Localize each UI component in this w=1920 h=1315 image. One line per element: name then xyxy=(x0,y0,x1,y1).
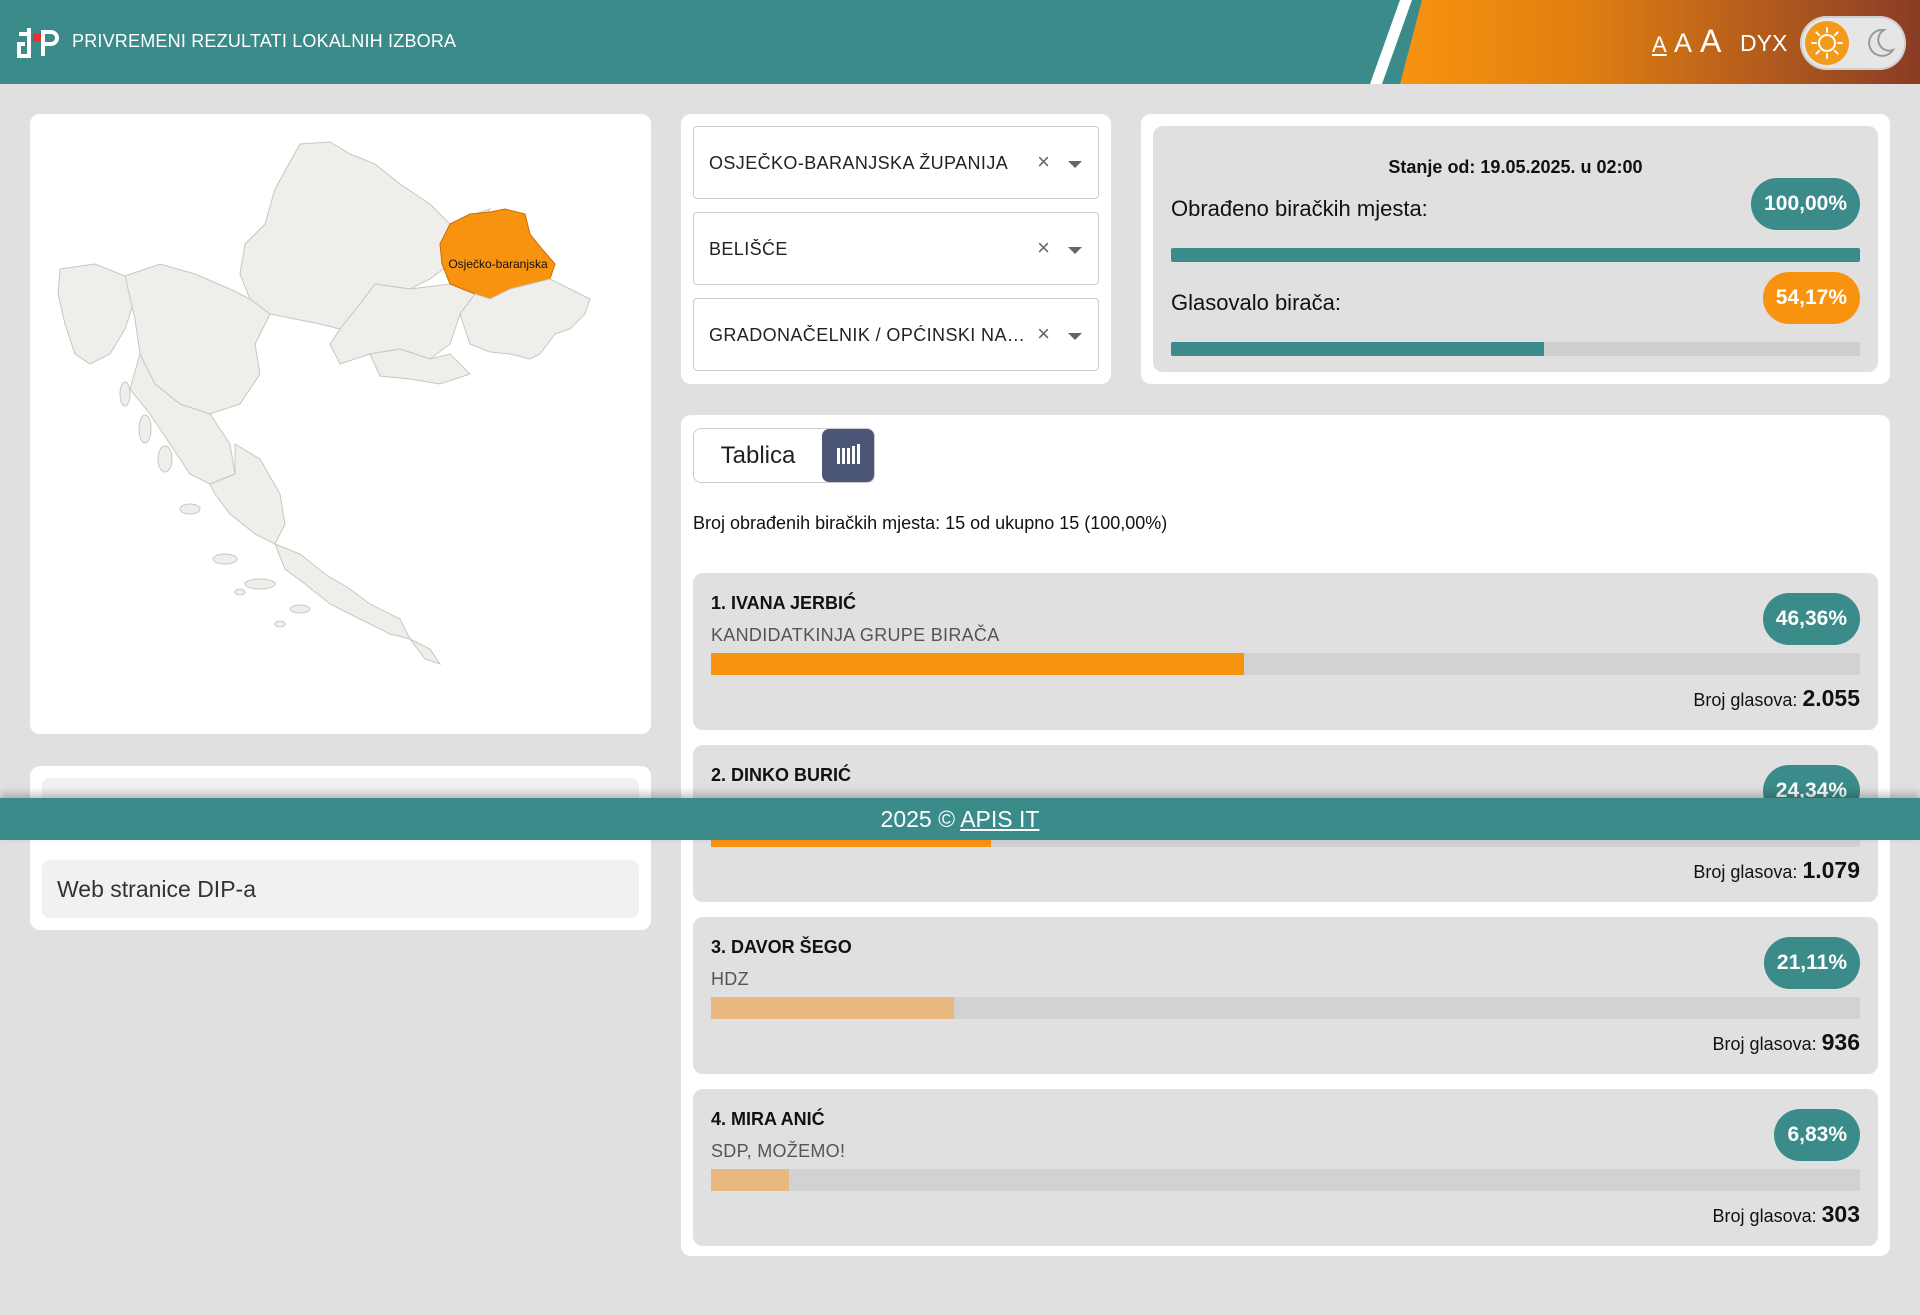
chevron-down-icon[interactable] xyxy=(1068,333,1082,340)
clear-election-icon[interactable]: × xyxy=(1037,321,1050,346)
election-select[interactable]: GRADONAČELNIK / OPĆINSKI NAČ... × xyxy=(693,298,1099,371)
filters-card: OSJEČKO-BARANJSKA ŽUPANIJA × BELIŠĆE × G… xyxy=(681,114,1111,384)
top-header: PRIVREMENI REZULTATI LOKALNIH IZBORA A A… xyxy=(0,0,1920,84)
dyslexia-font-button[interactable]: DYX xyxy=(1740,30,1788,56)
theme-toggle-knob xyxy=(1805,21,1849,65)
turnout-progress-bar xyxy=(1171,342,1860,356)
votes-label: Broj glasova: xyxy=(1693,862,1798,882)
font-size-large-button[interactable]: A xyxy=(1700,23,1722,59)
app-title: PRIVREMENI REZULTATI LOKALNIH IZBORA xyxy=(72,31,457,51)
turnout-label: Glasovalo birača: xyxy=(1171,290,1341,315)
chevron-down-icon[interactable] xyxy=(1068,161,1082,168)
candidate-card: 4. MIRA ANIĆ SDP, MOŽEMO! 6,83% Broj glasov… xyxy=(693,1089,1878,1246)
region-dubrovnik xyxy=(409,638,442,665)
island xyxy=(157,445,173,473)
region-dalmatia-central xyxy=(209,443,286,545)
island xyxy=(138,414,152,444)
font-size-medium-button[interactable]: A xyxy=(1674,28,1693,58)
municipality-select-value: BELIŠĆE xyxy=(709,239,788,259)
county-select[interactable]: OSJEČKO-BARANJSKA ŽUPANIJA × xyxy=(693,126,1099,199)
view-toggle: Tablica xyxy=(693,428,875,483)
region-slavonia-east xyxy=(369,348,471,385)
candidate-percent-badge: 6,83% xyxy=(1774,1109,1860,1161)
candidate-votes: Broj glasova: 2.055 xyxy=(1693,685,1860,712)
font-size-small-button[interactable]: A xyxy=(1652,32,1667,57)
county-select-value: OSJEČKO-BARANJSKA ŽUPANIJA xyxy=(709,153,1009,173)
dip-logo-icon[interactable] xyxy=(15,24,59,60)
candidate-name: 2. DINKO BURIĆ xyxy=(711,765,852,785)
candidate-party: KANDIDATKINJA GRUPE BIRAČA xyxy=(711,625,1000,645)
municipality-select[interactable]: BELIŠĆE × xyxy=(693,212,1099,285)
clear-municipality-icon[interactable]: × xyxy=(1037,235,1050,260)
status-timestamp: Stanje od: 19.05.2025. u 02:00 xyxy=(1388,157,1643,177)
candidate-card: 3. DAVOR ŠEGO HDZ 21,11% Broj glasova: 936 xyxy=(693,917,1878,1074)
map-region-label: Osječko-baranjska xyxy=(448,257,548,271)
votes-count: 303 xyxy=(1821,1201,1860,1227)
candidate-vote-bar-fill xyxy=(711,1169,790,1191)
candidate-vote-bar xyxy=(711,653,1860,675)
map-card: Osječko-baranjska xyxy=(30,114,651,734)
footer: 2025 © APIS IT xyxy=(0,798,1920,840)
candidate-card: 1. IVANA JERBIĆ KANDIDATKINJA GRUPE BIRAČ… xyxy=(693,573,1878,730)
election-select-value: GRADONAČELNIK / OPĆINSKI NAČ... xyxy=(709,325,1029,345)
region-dalmatia-south xyxy=(274,543,411,640)
status-card: Stanje od: 19.05.2025. u 02:00 Obrađeno … xyxy=(1141,114,1890,384)
turnout-progress-fill xyxy=(1171,342,1545,356)
links-card: Web stranice DIP-a xyxy=(30,766,651,930)
processed-progress-bar xyxy=(1171,248,1860,262)
region-istria xyxy=(57,263,136,365)
candidate-name: 1. IVANA JERBIĆ xyxy=(711,593,857,613)
chart-view-button[interactable] xyxy=(822,429,874,482)
candidate-votes: Broj glasova: 1.079 xyxy=(1693,857,1860,884)
chevron-down-icon[interactable] xyxy=(1068,247,1082,254)
island xyxy=(119,381,131,407)
candidate-votes: Broj glasova: 936 xyxy=(1713,1029,1860,1056)
clear-county-icon[interactable]: × xyxy=(1037,149,1050,174)
region-vukovarsko-srijemska xyxy=(459,278,591,360)
candidate-vote-bar-fill xyxy=(711,997,954,1019)
votes-count: 2.055 xyxy=(1802,685,1860,711)
votes-label: Broj glasova: xyxy=(1712,1206,1817,1226)
candidate-party: SDP, MOŽEMO! xyxy=(711,1141,846,1161)
votes-label: Broj glasova: xyxy=(1712,1034,1817,1054)
candidate-percent-badge: 21,11% xyxy=(1763,937,1860,989)
votes-count: 936 xyxy=(1821,1029,1860,1055)
polling-stations-count: Broj obrađenih biračkih mjesta: 15 od uk… xyxy=(693,513,1168,533)
status-panel: Stanje od: 19.05.2025. u 02:00 Obrađeno … xyxy=(1153,126,1878,372)
candidate-name: 3. DAVOR ŠEGO xyxy=(711,937,852,957)
processed-progress-fill xyxy=(1171,248,1860,262)
table-view-button[interactable]: Tablica xyxy=(720,442,796,469)
apis-it-link[interactable]: APIS IT xyxy=(960,806,1040,832)
candidate-name: 4. MIRA ANIĆ xyxy=(711,1109,825,1129)
island xyxy=(179,503,201,515)
turnout-percent-badge: 54,17% xyxy=(1762,272,1860,324)
candidate-vote-bar-fill xyxy=(711,653,1244,675)
processed-label: Obrađeno biračkih mjesta: xyxy=(1171,196,1428,221)
candidate-percent-badge: 46,36% xyxy=(1762,593,1860,645)
croatia-map[interactable]: Osječko-baranjska xyxy=(30,114,651,734)
candidate-votes: Broj glasova: 303 xyxy=(1713,1201,1860,1228)
votes-count: 1.079 xyxy=(1802,857,1860,883)
candidate-vote-bar xyxy=(711,997,1860,1019)
island xyxy=(289,604,311,614)
bar-chart-icon xyxy=(837,444,860,464)
island xyxy=(274,620,286,628)
dip-website-link[interactable]: Web stranice DIP-a xyxy=(42,860,639,918)
processed-percent-badge: 100,00% xyxy=(1751,178,1860,230)
votes-label: Broj glasova: xyxy=(1693,690,1798,710)
candidate-party: HDZ xyxy=(711,969,749,989)
footer-copyright: 2025 © xyxy=(880,806,956,832)
theme-toggle[interactable] xyxy=(1800,16,1906,70)
island xyxy=(244,578,276,590)
sun-icon xyxy=(1811,27,1843,59)
candidate-vote-bar xyxy=(711,1169,1860,1191)
moon-icon xyxy=(1868,28,1896,57)
island xyxy=(212,553,238,565)
island xyxy=(234,588,246,596)
